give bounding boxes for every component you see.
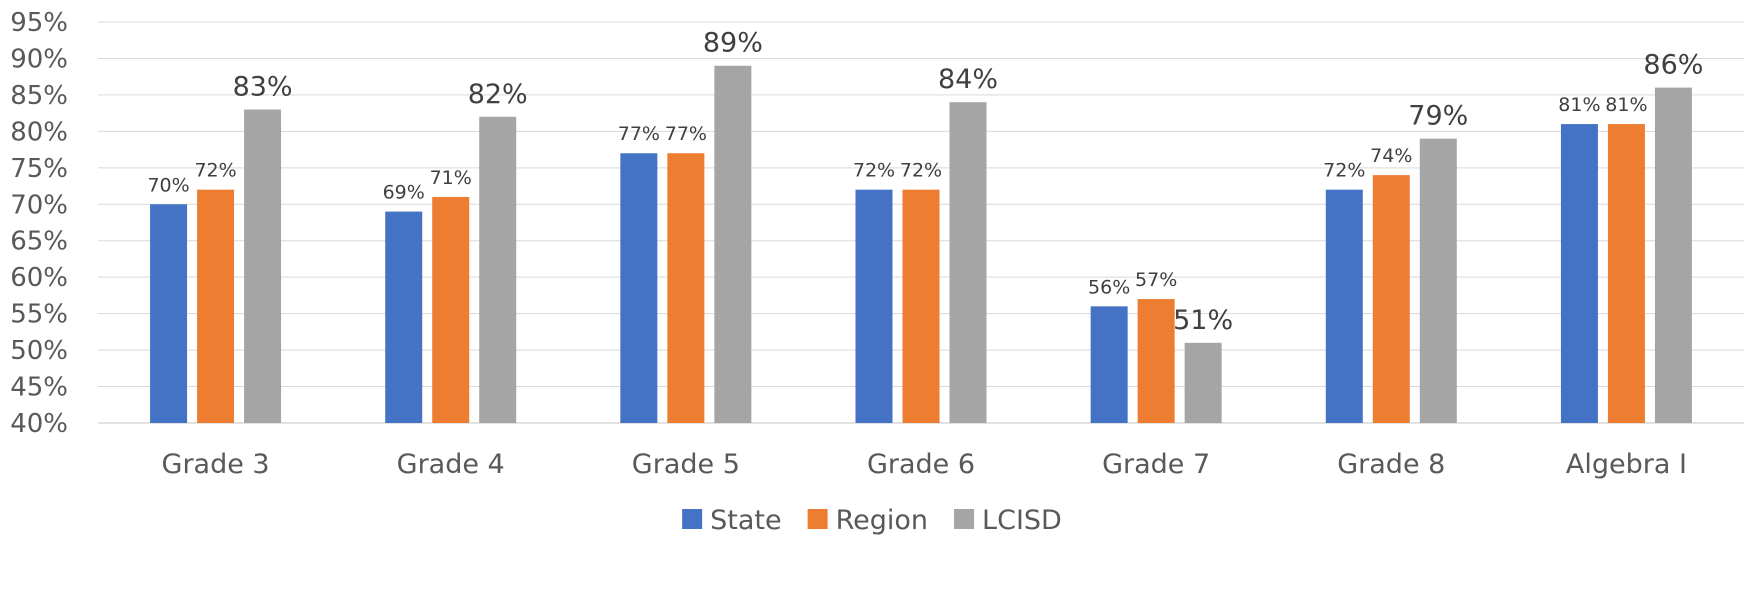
y-tick-label: 55% (10, 300, 68, 330)
legend: State Region LCISD (682, 505, 1062, 536)
data-label: 69% (383, 182, 425, 204)
data-label: 72% (1323, 160, 1365, 182)
y-tick-label: 45% (10, 373, 68, 403)
legend-label: Region (836, 505, 928, 536)
bar-state (620, 153, 658, 423)
bar-region (197, 189, 235, 423)
bar-state (385, 211, 423, 423)
y-tick-label: 80% (10, 117, 68, 147)
bar-region (1372, 175, 1410, 423)
x-category-label: Grade 5 (632, 449, 740, 480)
y-tick-label: 60% (10, 263, 68, 293)
x-category-label: Grade 7 (1102, 449, 1210, 480)
legend-swatch (807, 509, 828, 529)
bar-region (1607, 124, 1645, 423)
y-tick-label: 75% (10, 154, 68, 184)
bar-state (1090, 306, 1128, 423)
bar-state (1560, 124, 1598, 423)
data-label: 77% (665, 123, 707, 145)
y-tick-label: 70% (10, 190, 68, 220)
data-label: 72% (900, 160, 942, 182)
x-category-label: Grade 6 (867, 449, 975, 480)
data-label: 70% (147, 174, 189, 196)
data-label: 72% (194, 160, 236, 182)
x-category-label: Grade 8 (1337, 449, 1445, 480)
data-label: 81% (1558, 94, 1600, 116)
bar-region (667, 153, 705, 423)
data-label: 51% (1173, 305, 1233, 336)
y-tick-label: 90% (10, 44, 68, 74)
bar-lcisd (714, 65, 752, 423)
legend-item-region: Region (807, 505, 928, 536)
x-category-label: Grade 3 (162, 449, 270, 480)
data-label: 86% (1643, 50, 1703, 81)
y-tick-label: 50% (10, 336, 68, 366)
data-label: 57% (1135, 269, 1177, 291)
legend-label: LCISD (982, 505, 1062, 536)
bar-region (902, 189, 940, 423)
bars (150, 65, 1692, 424)
data-label: 56% (1088, 276, 1130, 298)
x-category-label: Grade 4 (397, 449, 505, 480)
y-tick-label: 85% (10, 81, 68, 111)
data-label: 81% (1605, 94, 1647, 116)
data-label: 71% (430, 167, 472, 189)
bar-region (1137, 299, 1175, 423)
bar-state (150, 204, 188, 423)
bar-state (1325, 189, 1363, 423)
x-category-label: Algebra I (1566, 449, 1687, 480)
x-axis-category-labels: Grade 3 Grade 4 Grade 5 Grade 6 Grade 7 Grade… (162, 449, 1687, 480)
bar-lcisd (479, 116, 517, 424)
data-label: 77% (618, 123, 660, 145)
bar-lcisd (1654, 87, 1692, 424)
bar-state (855, 189, 893, 423)
data-label: 89% (703, 28, 763, 59)
data-label: 83% (233, 71, 293, 102)
y-tick-label: 65% (10, 227, 68, 257)
bar-lcisd (1419, 138, 1457, 423)
data-label: 72% (853, 160, 895, 182)
legend-item-lcisd: LCISD (954, 505, 1062, 536)
bar-lcisd (244, 109, 282, 423)
data-label: 82% (468, 79, 528, 110)
legend-swatch (682, 509, 703, 529)
legend-swatch (954, 509, 975, 529)
bar-lcisd (949, 102, 987, 423)
data-label: 79% (1408, 101, 1468, 132)
bar-region (432, 196, 470, 423)
bar-lcisd (1184, 342, 1222, 423)
legend-label: State (710, 505, 781, 536)
y-axis-tick-labels: 40% 45% 50% 55% 60% 65% 70% 75% 80% 85% 90% 95% (10, 8, 68, 439)
y-tick-label: 95% (10, 8, 68, 38)
data-label: 84% (938, 64, 998, 95)
legend-item-state: State (682, 505, 782, 536)
data-label: 74% (1370, 145, 1412, 167)
y-tick-label: 40% (10, 409, 68, 439)
data-labels: 70%72%83%69%71%82%77% 77%89%72% 72%84%56% 5… (147, 28, 1703, 336)
